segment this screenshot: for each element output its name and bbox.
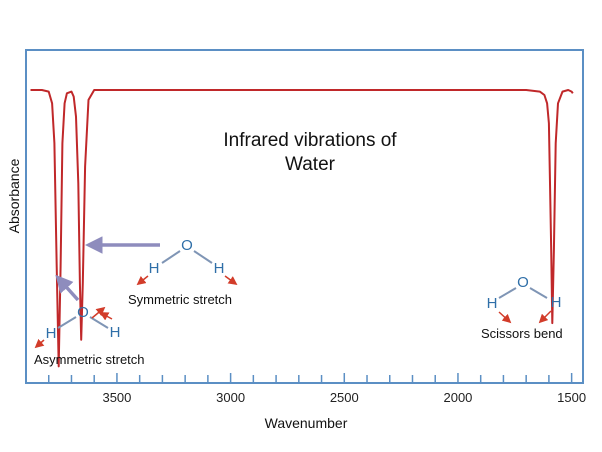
x-tick-label: 3000 [216, 390, 245, 405]
hydrogen-atom-right: H [214, 260, 225, 277]
bond-left [57, 316, 77, 329]
asymmetric-stretch-pointer-arrow [55, 274, 80, 302]
hydrogen-atom-right: H [110, 324, 121, 341]
bond-left [161, 250, 181, 264]
motion-arrow-right [538, 310, 552, 324]
spectrum-series-line [30, 89, 574, 368]
hydrogen-atom-left: H [487, 295, 498, 312]
chart-title-line-2: Water [285, 154, 336, 175]
bond-right [529, 287, 548, 299]
y-axis-title: Absorbance [6, 158, 22, 233]
scissors-bend-caption: Scissors bend [481, 326, 563, 341]
motion-arrow-left [498, 311, 512, 324]
asymmetric-stretch-molecule: O H H Asymmetric stretch [34, 304, 145, 367]
hydrogen-atom-right: H [551, 294, 562, 311]
x-tick-label: 3500 [102, 390, 131, 405]
asymmetric-stretch-caption: Asymmetric stretch [34, 352, 145, 367]
motion-arrow-right [224, 275, 238, 286]
motion-arrow-left [136, 275, 149, 286]
oxygen-atom: O [517, 274, 529, 291]
x-axis-title: Wavenumber [265, 415, 348, 431]
x-tick-label: 2000 [443, 390, 472, 405]
bond-left [498, 287, 517, 299]
oxygen-atom: O [77, 304, 89, 321]
symmetric-stretch-caption: Symmetric stretch [128, 292, 232, 307]
motion-arrow-right-h [99, 312, 113, 321]
bond-right [89, 316, 109, 329]
scissors-bend-molecule: O H H Scissors bend [481, 274, 563, 341]
plot-frame [25, 49, 584, 384]
hydrogen-atom-left: H [149, 260, 160, 277]
motion-arrow-left-h [34, 338, 45, 349]
x-axis-ticks [47, 373, 573, 383]
hydrogen-atom-left: H [46, 325, 57, 342]
oxygen-atom: O [181, 237, 193, 254]
x-tick-label: 1500 [557, 390, 586, 405]
x-axis-tick-labels: 3500 3000 2500 2000 1500 [102, 390, 586, 405]
motion-arrow-oxygen [91, 306, 106, 319]
symmetric-stretch-molecule: O H H Symmetric stretch [128, 237, 238, 307]
x-tick-label: 2500 [330, 390, 359, 405]
chart-title-line-1: Infrared vibrations of [223, 130, 397, 151]
bond-right [193, 250, 213, 264]
